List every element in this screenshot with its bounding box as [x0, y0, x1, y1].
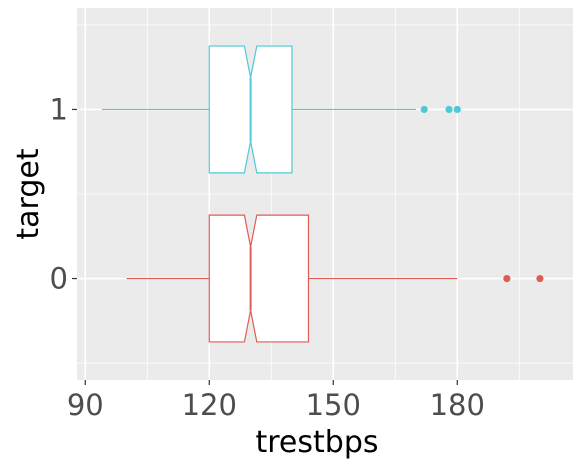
boxes: [101, 45, 544, 343]
y-axis-title: target: [11, 148, 46, 239]
outlier-point: [453, 105, 461, 114]
outlier-point: [536, 274, 544, 283]
x-axis-title: trestbps: [255, 425, 378, 460]
x-tick-label: 180: [430, 388, 485, 422]
outlier-point: [420, 105, 428, 114]
x-tick-label: 120: [182, 388, 237, 422]
box-group-0: [126, 214, 544, 343]
y-tick-label: 0: [50, 262, 68, 296]
y-axis-ticks: 01: [50, 92, 77, 296]
y-tick-label: 1: [50, 92, 68, 126]
outlier-point: [445, 105, 453, 114]
x-tick-label: 90: [67, 388, 104, 422]
x-tick-label: 150: [306, 388, 361, 422]
x-axis-ticks: 90 120 150 180: [67, 380, 485, 422]
box-body: [208, 214, 310, 343]
box-group-1: [101, 45, 461, 174]
outlier-point: [503, 274, 511, 283]
